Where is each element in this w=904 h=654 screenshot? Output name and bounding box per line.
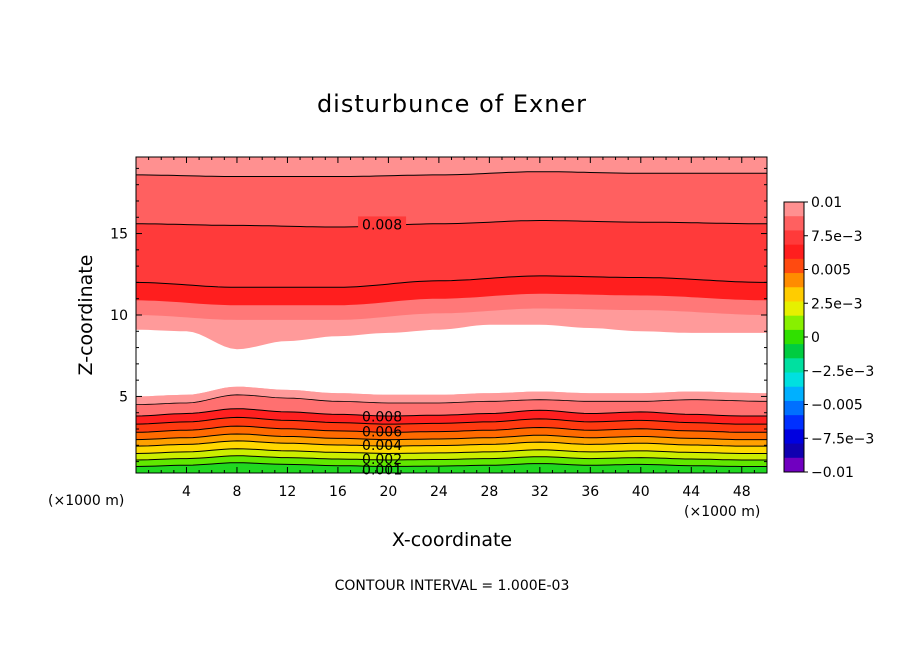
colorbar-segment (784, 415, 804, 430)
contour-interval-note: CONTOUR INTERVAL = 1.000E-03 (335, 578, 570, 594)
x-tick-label: 32 (531, 484, 549, 500)
contour-line-0.007 (136, 275, 767, 288)
contour-line-lower-0.005 (136, 433, 767, 441)
x-unit-label: (×1000 m) (684, 504, 760, 520)
colorbar-segment (784, 457, 804, 473)
colorbar-tick-label: 2.5e−3 (811, 296, 863, 312)
x-tick-label: 48 (733, 484, 751, 500)
colorbar-tick-label: −0.01 (811, 465, 854, 481)
contour-line-0.008 (136, 220, 767, 228)
contour-label: 0.002 (362, 452, 402, 468)
colorbar-segment (784, 443, 804, 459)
x-tick-label: 24 (430, 484, 448, 500)
colorbar-segment (784, 301, 804, 317)
colorbar-tick-label: 0.005 (811, 263, 851, 279)
contour-label: 0.004 (362, 438, 402, 454)
colorbar: 0.01 7.5e−3 0.005 2.5e−3 0 −2.5e−3 −0.005 −7.5e… (783, 195, 874, 481)
y-unit-label: (×1000 m) (48, 493, 124, 509)
contour-line-lower-0.001 (136, 462, 767, 467)
x-tick-label: 20 (379, 484, 397, 500)
x-tick-label: 4 (182, 484, 191, 500)
contour-line-lower-0.008 (136, 408, 767, 417)
contour-label: 0.001 (362, 463, 402, 479)
colorbar-tick-label: −7.5e−3 (811, 431, 874, 447)
colorbar-segment (784, 358, 804, 374)
colorbar-tick-label: 0 (811, 330, 820, 346)
colorbar-segment (784, 230, 804, 246)
x-tick-label: 40 (632, 484, 650, 500)
colorbar-tick-label: 0.01 (811, 195, 842, 211)
contour-label: 0.006 (362, 424, 402, 440)
colorbar-segment (784, 400, 804, 416)
x-axis: 4 8 12 16 20 24 28 32 36 40 44 48 (148, 157, 755, 500)
band-zero (136, 324, 767, 397)
chart-title: disturbunce of Exner (317, 90, 587, 118)
plot-area (136, 157, 767, 473)
colorbar-segment (784, 344, 804, 359)
y-axis-label: Z-coordinate (75, 255, 97, 376)
x-tick-label: 28 (480, 484, 498, 500)
x-tick-label: 12 (279, 484, 297, 500)
colorbar-segment (784, 258, 804, 274)
x-tick-label: 44 (682, 484, 700, 500)
x-tick-label: 36 (581, 484, 599, 500)
contour-line-lower-0.007 (136, 416, 767, 425)
contour-label-bg (358, 216, 407, 231)
colorbar-tick-label: −0.005 (811, 398, 863, 414)
colorbar-segment (784, 329, 804, 345)
colorbar-segment (784, 429, 804, 445)
contour-line-0.009 (136, 171, 767, 177)
colorbar-tick-label: −2.5e−3 (811, 364, 874, 380)
colorbar-segment (784, 372, 804, 388)
contour-fill-bands (136, 157, 767, 473)
contour-line-lower-0.003 (136, 448, 767, 455)
colorbar-tick-label: 7.5e−3 (811, 229, 863, 245)
contour-label: 0.008 (362, 217, 402, 233)
x-tick-label: 16 (329, 484, 347, 500)
contour-lines (136, 171, 767, 467)
contour-line-lower-0.006 (136, 425, 767, 433)
y-axis: 5 10 15 (110, 167, 767, 463)
y-tick-label: 15 (110, 227, 128, 243)
contour-label: 0.008 (362, 410, 402, 426)
x-axis-label: X-coordinate (392, 529, 512, 551)
colorbar-segment (784, 202, 804, 217)
colorbar-segment (784, 216, 804, 231)
colorbar-segment (784, 315, 804, 331)
colorbar-segment (784, 244, 804, 260)
colorbar-segment (784, 273, 804, 288)
y-tick-label: 5 (119, 389, 128, 405)
y-tick-label: 10 (110, 308, 128, 324)
contour-line-lower-0.004 (136, 440, 767, 447)
colorbar-segment (784, 287, 804, 302)
colorbar-segment (784, 386, 804, 402)
contour-line-lower-0.002 (136, 455, 767, 461)
x-tick-label: 8 (232, 484, 241, 500)
contour-line-lower-0.009 (136, 394, 767, 405)
